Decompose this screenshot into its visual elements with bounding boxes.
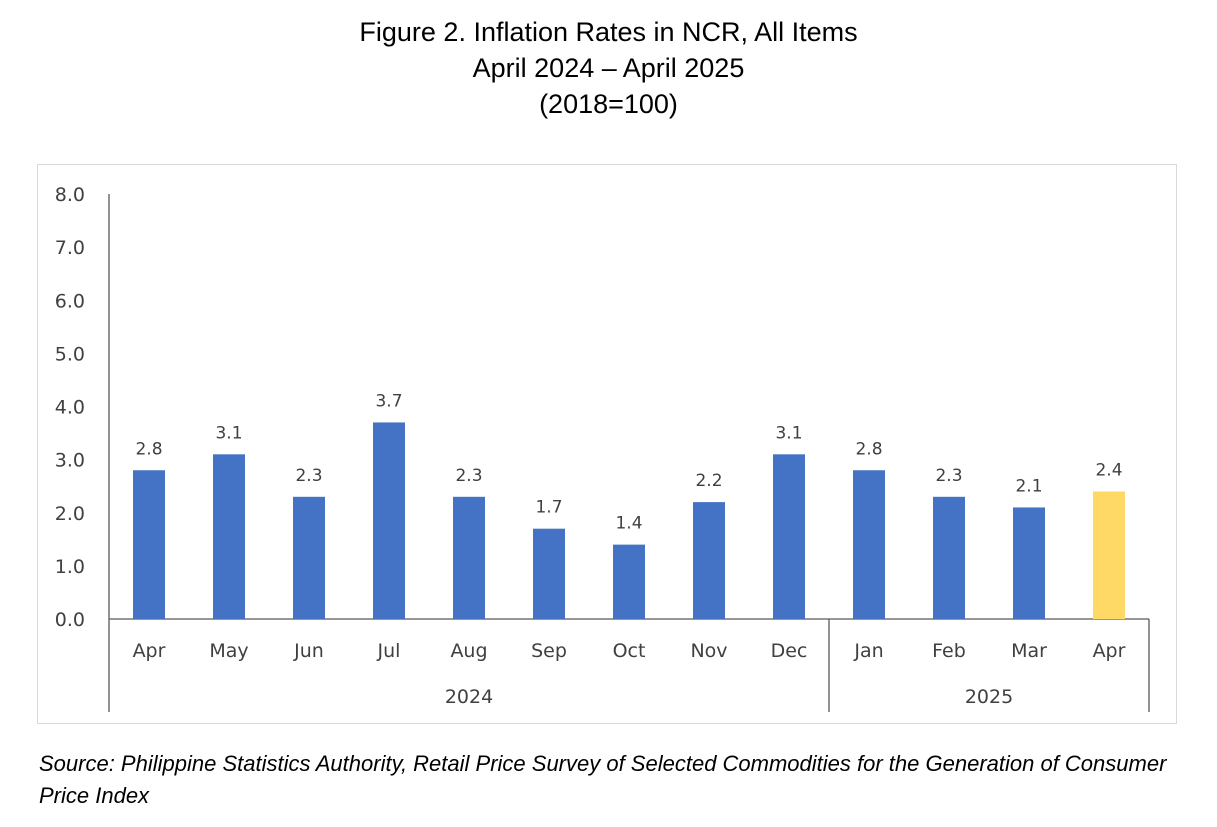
source-note: Source: Philippine Statistics Authority,… (39, 751, 1167, 808)
bar (373, 422, 405, 619)
data-label: 3.7 (375, 391, 402, 411)
y-tick-label: 4.0 (55, 397, 85, 419)
x-tick-label: Jun (293, 640, 324, 662)
bar (533, 528, 565, 619)
y-tick-label: 0.0 (55, 609, 85, 631)
bar (933, 496, 965, 619)
title-line-2: April 2024 – April 2025 (472, 53, 745, 83)
chart-title: Figure 2. Inflation Rates in NCR, All It… (0, 14, 1217, 122)
x-tick-label: Jul (377, 640, 401, 662)
x-tick-label: May (209, 640, 248, 662)
y-tick-label: 6.0 (55, 290, 85, 312)
data-label: 2.3 (295, 466, 322, 486)
bar (213, 454, 245, 619)
bar (293, 496, 325, 619)
x-tick-label: Apr (133, 640, 166, 662)
year-group-label: 2024 (445, 686, 493, 708)
year-group-label: 2025 (965, 686, 1013, 708)
bar (1013, 507, 1045, 619)
bar (693, 502, 725, 619)
bar-highlight (1093, 491, 1125, 619)
data-label: 2.3 (455, 466, 482, 486)
data-label: 2.8 (855, 439, 882, 459)
bar-chart: 0.0 1.0 2.0 3.0 4.0 5.0 6.0 7.0 8.0 2.8 Apr 3.1 May 2… (55, 184, 1150, 712)
x-tick-label: Sep (531, 640, 567, 662)
bar (133, 470, 165, 619)
data-label: 1.4 (615, 514, 642, 534)
bar (853, 470, 885, 619)
y-tick-label: 1.0 (55, 556, 85, 578)
data-label: 3.1 (215, 423, 242, 443)
y-tick-label: 2.0 (55, 503, 85, 525)
x-tick-label: Feb (932, 640, 966, 662)
x-tick-label: Mar (1011, 640, 1047, 662)
bar (453, 496, 485, 619)
bar (613, 544, 645, 619)
title-line-3: (2018=100) (539, 89, 678, 119)
x-tick-label: Dec (771, 640, 808, 662)
y-tick-label: 7.0 (55, 237, 85, 259)
data-label: 2.8 (135, 439, 162, 459)
data-label: 2.2 (695, 471, 722, 491)
x-tick-label: Nov (690, 640, 727, 662)
chart-frame: 0.0 1.0 2.0 3.0 4.0 5.0 6.0 7.0 8.0 2.8 Apr 3.1 May 2… (37, 164, 1177, 724)
y-tick-label: 8.0 (55, 184, 85, 206)
title-line-1: Figure 2. Inflation Rates in NCR, All It… (359, 17, 858, 47)
data-label: 2.1 (1015, 476, 1042, 496)
data-label: 2.3 (935, 466, 962, 486)
data-label: 1.7 (535, 498, 562, 518)
x-tick-label: Apr (1093, 640, 1126, 662)
bar (773, 454, 805, 619)
data-label: 2.4 (1095, 461, 1122, 481)
x-tick-label: Oct (613, 640, 646, 662)
y-tick-label: 3.0 (55, 450, 85, 472)
x-tick-label: Jan (853, 640, 883, 662)
data-label: 3.1 (775, 423, 802, 443)
y-tick-label: 5.0 (55, 343, 85, 365)
x-tick-label: Aug (450, 640, 487, 662)
